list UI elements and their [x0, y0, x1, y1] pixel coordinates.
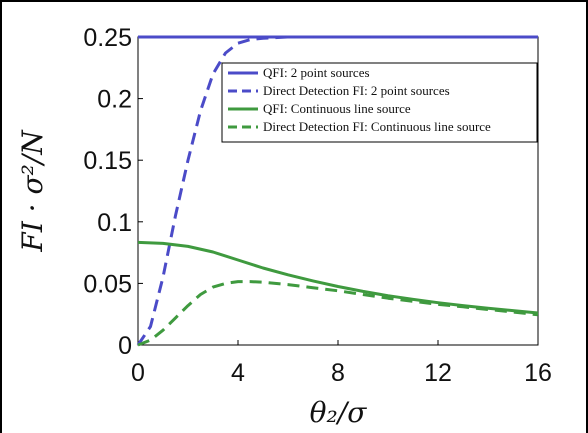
legend-label-dd-line: Direct Detection FI: Continuous line sou…	[263, 119, 491, 134]
y-tick-label-4: 0.2	[97, 86, 132, 114]
axis-ticks: 0 4 8 12 16 0 0.05 0.1 0.15 0.2 0.25	[83, 24, 552, 387]
legend-box	[221, 62, 538, 143]
x-tick-label-2: 8	[331, 359, 345, 387]
x-tick-label-3: 12	[424, 359, 452, 387]
y-axis-label: FI · σ²/N	[16, 129, 49, 253]
series-lines	[136, 35, 539, 347]
legend: QFI: 2 point sources Direct Detection FI…	[221, 62, 538, 143]
x-axis-label: θ₂/σ	[310, 396, 368, 429]
series-line-2	[137, 240, 539, 315]
y-tick-label-0: 0	[118, 332, 132, 360]
legend-label-qfi-2-point: QFI: 2 point sources	[263, 65, 370, 80]
series-line-1	[136, 35, 538, 346]
y-tick-label-2: 0.1	[97, 209, 132, 237]
legend-label-dd-2-point: Direct Detection FI: 2 point sources	[263, 83, 450, 98]
x-tick-label-4: 16	[524, 359, 552, 387]
legend-label-qfi-line: QFI: Continuous line source	[263, 101, 411, 116]
y-tick-label-1: 0.05	[83, 270, 132, 298]
y-tick-label-3: 0.15	[83, 147, 132, 175]
x-tick-label-0: 0	[131, 359, 145, 387]
x-tick-label-1: 4	[231, 359, 245, 387]
y-tick-label-5: 0.25	[83, 24, 132, 52]
series-line-3	[137, 280, 539, 347]
